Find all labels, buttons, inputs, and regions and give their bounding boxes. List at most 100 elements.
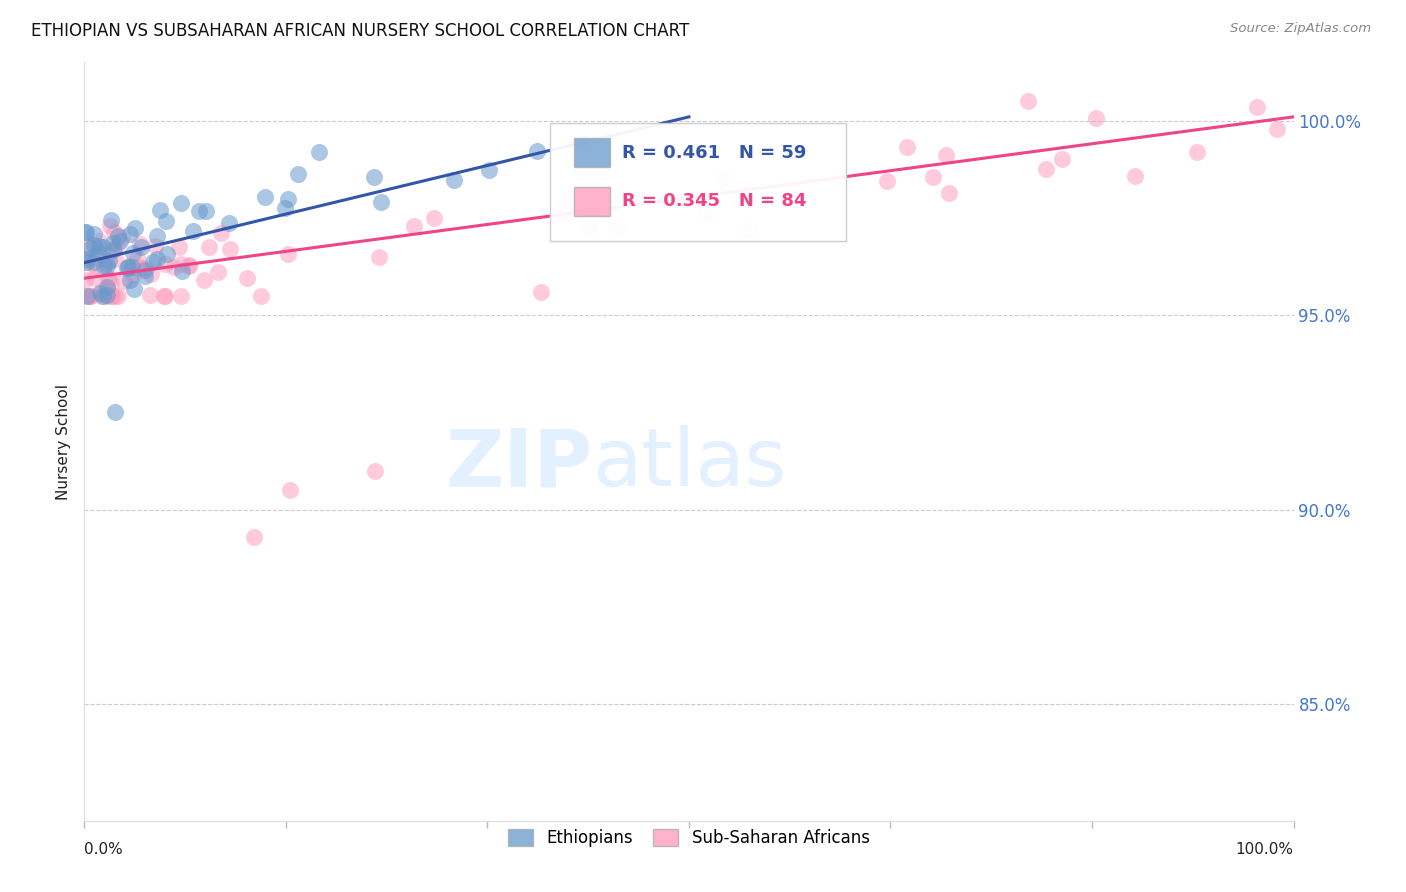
Point (242, 530, 264, 544)
Point (254, 190, 277, 204)
Point (127, 260, 149, 275)
Point (75, 252, 97, 267)
Point (423, 211, 446, 226)
Point (153, 289, 176, 303)
Point (876, 174, 898, 188)
Bar (574, 138, 610, 167)
Point (83, 255, 105, 269)
Point (107, 289, 129, 303)
Point (402, 219, 425, 233)
Point (938, 186, 960, 201)
Point (368, 250, 391, 264)
Point (142, 254, 165, 268)
Point (75, 225, 97, 239)
Point (896, 140, 918, 154)
Point (153, 257, 176, 271)
Point (115, 261, 138, 276)
Point (195, 204, 218, 219)
Point (96, 280, 118, 294)
Text: ETHIOPIAN VS SUBSAHARAN AFRICAN NURSERY SCHOOL CORRELATION CHART: ETHIOPIAN VS SUBSAHARAN AFRICAN NURSERY … (31, 22, 689, 40)
Point (143, 238, 166, 252)
Point (93, 240, 115, 254)
Point (236, 271, 259, 285)
Point (90, 289, 112, 303)
Point (97, 271, 120, 285)
Point (153, 289, 176, 303)
Point (96, 287, 118, 301)
Point (167, 240, 190, 254)
Point (83, 227, 105, 241)
Point (103, 225, 125, 239)
Text: 0.0%: 0.0% (84, 842, 124, 857)
Point (363, 464, 385, 478)
Point (146, 229, 169, 244)
Point (370, 195, 392, 210)
Point (110, 230, 132, 244)
Point (1052, 152, 1074, 166)
Y-axis label: Nursery School: Nursery School (56, 384, 72, 500)
Point (1123, 169, 1146, 183)
Point (145, 252, 167, 266)
Text: ZIP: ZIP (444, 425, 592, 503)
Point (218, 215, 240, 229)
Point (100, 289, 122, 303)
Point (98, 219, 121, 234)
Point (922, 169, 945, 184)
Point (1035, 162, 1057, 177)
Point (274, 201, 297, 215)
Point (96, 259, 118, 273)
Point (83, 271, 105, 285)
Point (207, 265, 229, 279)
Point (277, 192, 299, 206)
Point (731, 193, 754, 207)
Point (134, 260, 156, 275)
Point (105, 237, 128, 252)
Point (139, 288, 162, 302)
Point (97, 271, 120, 285)
Point (695, 207, 717, 221)
Point (75, 226, 97, 240)
Point (128, 260, 150, 274)
Point (112, 274, 135, 288)
Point (100, 213, 122, 227)
Point (935, 148, 957, 162)
Point (120, 227, 142, 241)
Point (79, 289, 101, 303)
Point (104, 289, 127, 303)
Point (87, 248, 110, 262)
Point (125, 251, 148, 265)
Point (118, 259, 141, 273)
Point (124, 220, 146, 235)
Point (117, 260, 139, 274)
Point (120, 273, 142, 287)
Point (107, 228, 129, 243)
Point (108, 234, 131, 248)
Point (155, 214, 177, 228)
Point (363, 170, 385, 185)
Point (277, 247, 299, 261)
Point (121, 245, 143, 260)
Point (75, 255, 97, 269)
Point (170, 257, 193, 271)
Point (104, 252, 127, 267)
Point (588, 187, 610, 202)
Point (134, 269, 156, 284)
Point (308, 145, 330, 160)
Point (181, 224, 204, 238)
Point (129, 240, 152, 254)
Point (555, 194, 578, 208)
Text: atlas: atlas (592, 425, 786, 503)
Point (96, 281, 118, 295)
Point (91, 289, 114, 303)
Bar (574, 186, 610, 216)
Point (163, 260, 186, 274)
Point (443, 173, 465, 187)
Point (578, 220, 600, 235)
Point (76, 255, 98, 269)
Point (198, 240, 221, 254)
Point (219, 242, 242, 256)
Point (149, 203, 172, 218)
Point (1246, 100, 1268, 114)
Point (90, 284, 112, 298)
Point (82, 249, 104, 263)
